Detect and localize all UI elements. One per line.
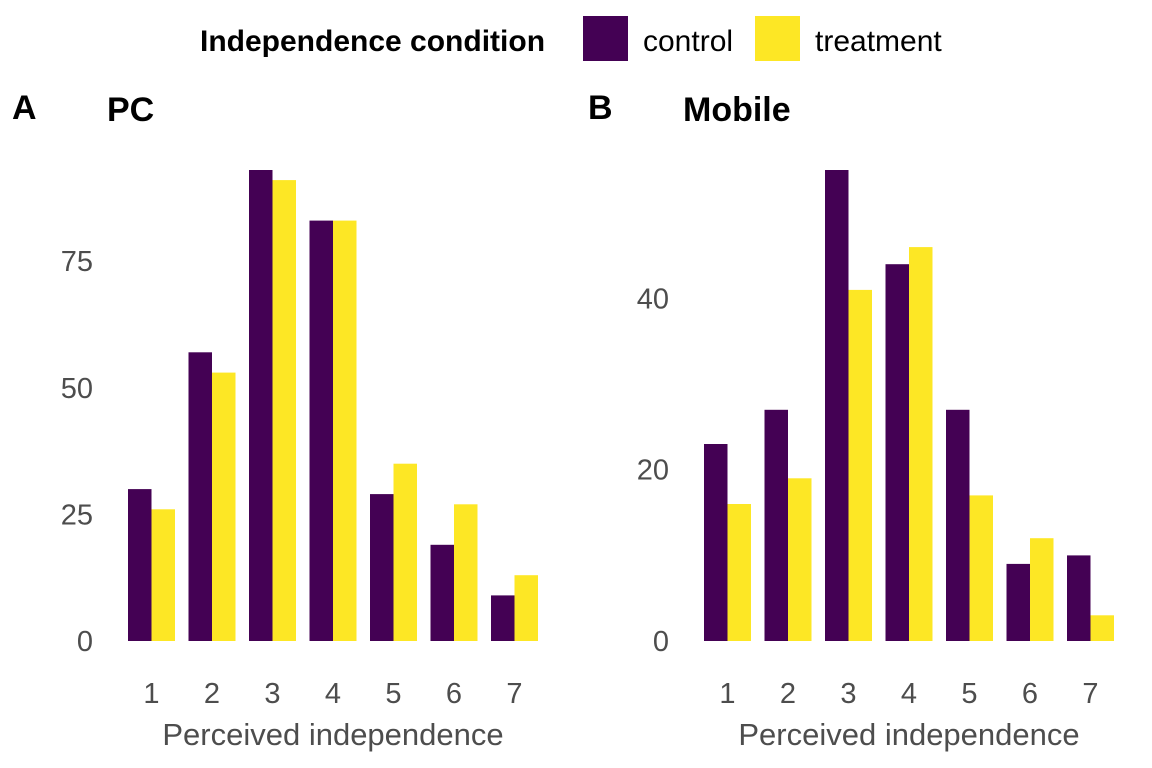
- panel-tag: B: [588, 89, 613, 127]
- bar-control-4: [309, 220, 333, 641]
- bar-treatment-1: [151, 509, 175, 641]
- legend-label-treatment: treatment: [815, 25, 942, 58]
- y-tick-label: 25: [61, 499, 93, 531]
- y-axis-ticks: 0 25 50 75: [61, 246, 93, 658]
- x-axis-title: Perceived independence: [162, 717, 503, 752]
- x-tick-label: 6: [1022, 678, 1038, 710]
- bar-control-1: [128, 489, 152, 641]
- bar-control-3: [825, 170, 849, 641]
- bar-treatment-3: [848, 289, 872, 641]
- y-tick-label: 75: [61, 246, 93, 278]
- bar-control-6: [1006, 563, 1030, 641]
- y-tick-label: 50: [61, 373, 93, 405]
- x-tick-label: 3: [264, 678, 280, 710]
- x-tick-label: 6: [446, 678, 462, 710]
- x-tick-label: 4: [325, 678, 341, 710]
- bar-control-5: [946, 409, 970, 641]
- bar-control-2: [764, 409, 788, 641]
- panel-pc: A PC 0 25 50 75 1 2 3 4 5 6 7 Perceived independe…: [12, 89, 538, 752]
- bar-treatment-7: [514, 575, 538, 641]
- panel-tag: A: [12, 89, 37, 127]
- x-axis-ticks: 1 2 3 4 5 6 7: [143, 678, 522, 710]
- y-tick-label: 40: [637, 284, 669, 316]
- panel-title: PC: [107, 91, 154, 129]
- bar-control-7: [491, 595, 515, 641]
- panel-title: Mobile: [683, 91, 791, 129]
- bar-control-2: [188, 352, 212, 641]
- legend-title: Independence condition: [200, 25, 545, 58]
- bar-treatment-5: [393, 463, 417, 641]
- y-tick-label: 0: [77, 626, 93, 658]
- y-tick-label: 0: [653, 626, 669, 658]
- bar-control-4: [885, 264, 909, 641]
- legend: Independence condition control treatment: [200, 16, 942, 61]
- panel-mobile: B Mobile 0 20 40 1 2 3 4 5 6 7 Perceived indepen…: [588, 89, 1114, 752]
- bar-treatment-7: [1090, 615, 1114, 641]
- bar-treatment-2: [788, 478, 812, 641]
- legend-swatch-treatment: [755, 16, 800, 61]
- x-tick-label: 7: [506, 678, 522, 710]
- bar-group: [704, 170, 1114, 641]
- bar-control-7: [1067, 555, 1091, 641]
- bar-treatment-2: [212, 372, 236, 641]
- bar-treatment-6: [454, 504, 478, 641]
- x-tick-label: 3: [840, 678, 856, 710]
- bar-control-5: [370, 494, 394, 641]
- x-tick-label: 2: [780, 678, 796, 710]
- x-tick-label: 4: [901, 678, 917, 710]
- x-tick-label: 5: [961, 678, 977, 710]
- x-tick-label: 2: [204, 678, 220, 710]
- y-axis-ticks: 0 20 40: [637, 284, 669, 659]
- x-tick-label: 7: [1082, 678, 1098, 710]
- x-tick-label: 5: [385, 678, 401, 710]
- bar-group: [128, 170, 538, 641]
- bar-control-1: [704, 444, 728, 641]
- bar-treatment-4: [909, 247, 933, 641]
- bar-control-3: [249, 170, 273, 641]
- legend-label-control: control: [643, 25, 733, 58]
- bar-control-6: [430, 544, 454, 641]
- bar-treatment-1: [727, 504, 751, 641]
- bar-treatment-4: [333, 220, 357, 641]
- legend-swatch-control: [583, 16, 628, 61]
- y-tick-label: 20: [637, 455, 669, 487]
- bar-treatment-6: [1030, 538, 1054, 641]
- x-axis-ticks: 1 2 3 4 5 6 7: [719, 678, 1098, 710]
- x-tick-label: 1: [143, 678, 159, 710]
- x-tick-label: 1: [719, 678, 735, 710]
- bar-treatment-5: [969, 495, 993, 641]
- x-axis-title: Perceived independence: [738, 717, 1079, 752]
- bar-treatment-3: [272, 180, 296, 641]
